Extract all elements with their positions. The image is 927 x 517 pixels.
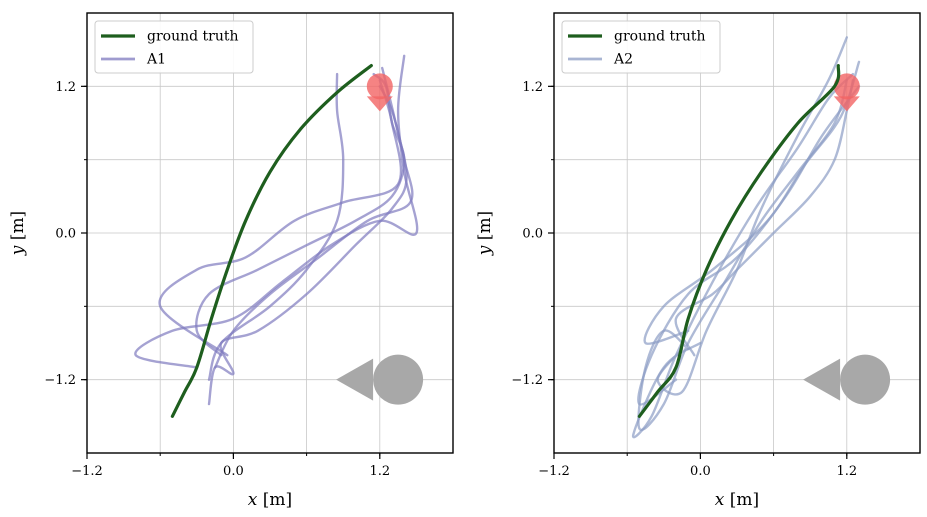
y-axis-label: y [m] <box>8 211 28 256</box>
y-axis-unit: [m] <box>8 211 28 246</box>
robot-heading-marker <box>803 358 841 401</box>
robot-marker <box>840 354 891 405</box>
x-axis-var: x <box>715 490 725 510</box>
goal-heading-marker <box>366 96 393 112</box>
series-line-a1-6 <box>207 72 345 381</box>
x-tick-label: −1.2 <box>538 464 570 479</box>
legend-left: ground truth A1 <box>94 20 254 74</box>
x-tick-label: 1.2 <box>369 464 390 479</box>
legend-label: A1 <box>146 52 166 68</box>
y-tick-label: −1.2 <box>44 373 76 388</box>
series-line-a2-3 <box>643 60 861 345</box>
chart-panel-right: −1.2 0.0 1.2−1.20.01.2x [m]y [m]ground tru… <box>475 12 921 510</box>
x-axis-label: x [m] <box>248 490 292 510</box>
data-layer-left <box>134 54 424 418</box>
robot-marker <box>373 354 424 405</box>
y-tick-label: 1.2 <box>522 80 543 95</box>
series-line-a1-5 <box>207 66 408 406</box>
x-axis-unit: [m] <box>724 490 759 510</box>
data-layer-right <box>632 36 891 439</box>
y-tick-label: 0.0 <box>55 227 76 242</box>
x-axis-unit: [m] <box>257 490 292 510</box>
robot-heading-marker <box>336 358 374 401</box>
legend-label: ground truth <box>614 29 706 45</box>
goal-marker <box>833 73 860 100</box>
legend-label: A2 <box>613 52 633 68</box>
series-line-a1-1 <box>195 72 406 357</box>
series-line-a1-4 <box>158 79 403 357</box>
x-axis-var: x <box>248 490 258 510</box>
y-axis-label: y [m] <box>475 211 495 256</box>
series-line-a2-5 <box>674 79 855 357</box>
legend-label: ground truth <box>147 29 239 45</box>
series-line-ground-truth <box>637 63 841 418</box>
goal-heading-marker <box>833 96 860 112</box>
series-line-a2-2 <box>637 85 861 406</box>
x-tick-label: 0.0 <box>223 464 244 479</box>
series-line-a1-3 <box>134 54 419 369</box>
goal-marker <box>366 73 393 100</box>
y-axis-var: y <box>8 245 28 256</box>
series-line-ground-truth <box>170 63 373 418</box>
y-tick-label: 1.2 <box>55 80 76 95</box>
y-tick-label: −1.2 <box>511 373 543 388</box>
y-axis-var: y <box>475 245 495 256</box>
x-tick-label: −1.2 <box>71 464 103 479</box>
x-axis-label: x [m] <box>715 490 759 510</box>
series-line-a2-6 <box>656 36 848 396</box>
x-tick-label: 0.0 <box>690 464 711 479</box>
y-tick-label: 0.0 <box>522 227 543 242</box>
y-axis-unit: [m] <box>475 211 495 246</box>
chart-panel-left: −1.2 0.0 1.2−1.20.01.2x [m]y [m]ground tru… <box>8 12 454 510</box>
legend-right: ground truth A2 <box>561 20 721 74</box>
x-tick-label: 1.2 <box>836 464 857 479</box>
